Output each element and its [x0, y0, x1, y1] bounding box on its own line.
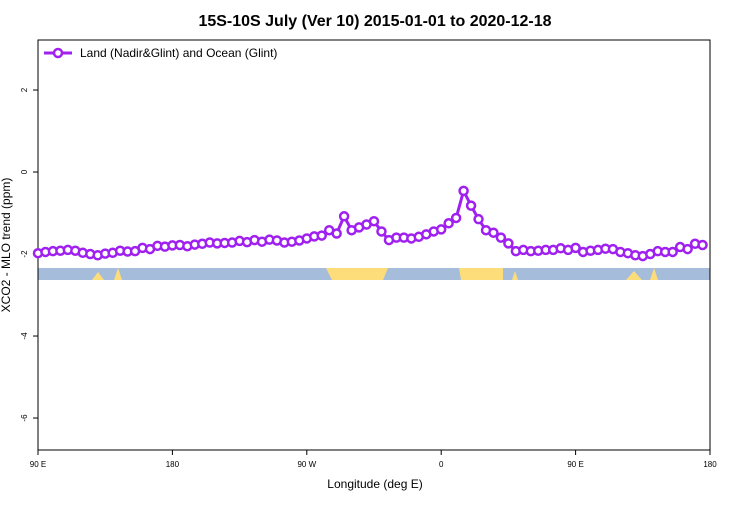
land-africa — [459, 268, 503, 280]
data-point — [667, 246, 678, 258]
data-point — [495, 232, 507, 243]
legend-label: Land (Nadir&Glint) and Ocean (Glint) — [80, 46, 277, 60]
x-axis-label: Longitude (deg E) — [327, 477, 422, 491]
land-island — [92, 272, 104, 280]
data-point — [503, 238, 514, 249]
data-point — [682, 243, 693, 255]
land-island — [626, 271, 642, 280]
x-tick-label: 90 E — [567, 460, 583, 469]
y-tick-label: -2 — [20, 250, 29, 258]
data-point — [488, 227, 499, 238]
land-island — [114, 268, 122, 280]
land-island — [650, 268, 658, 280]
data-point — [697, 239, 708, 251]
x-tick-label: 180 — [703, 460, 717, 469]
data-point — [570, 242, 581, 254]
y-tick-label: -6 — [20, 414, 29, 422]
y-axis-label: XCO2 - MLO trend (ppm) — [0, 178, 13, 313]
x-tick-label: 90 W — [297, 460, 316, 469]
x-tick-label: 0 — [439, 460, 444, 469]
land-island — [512, 271, 518, 280]
data-point — [331, 228, 342, 239]
x-tick-label: 180 — [166, 460, 180, 469]
land-south-america — [326, 268, 388, 280]
y-tick-label: 0 — [20, 169, 29, 174]
plot-frame — [37, 39, 711, 451]
data-point — [473, 213, 484, 225]
data-point — [435, 224, 447, 235]
data-point — [316, 230, 327, 241]
chart-title: 15S-10S July (Ver 10) 2015-01-01 to 2020… — [198, 13, 551, 30]
data-point — [450, 212, 462, 224]
data-point — [465, 200, 477, 211]
data-point — [338, 211, 350, 222]
data-point — [458, 185, 469, 197]
data-point — [443, 218, 454, 229]
legend-marker — [52, 47, 64, 59]
y-tick-label: 2 — [20, 87, 29, 92]
data-point — [368, 215, 380, 227]
data-point — [376, 226, 387, 237]
land-ocean-strip — [38, 268, 710, 280]
y-tick-label: -4 — [20, 332, 29, 340]
x-tick-label: 90 E — [30, 460, 46, 469]
